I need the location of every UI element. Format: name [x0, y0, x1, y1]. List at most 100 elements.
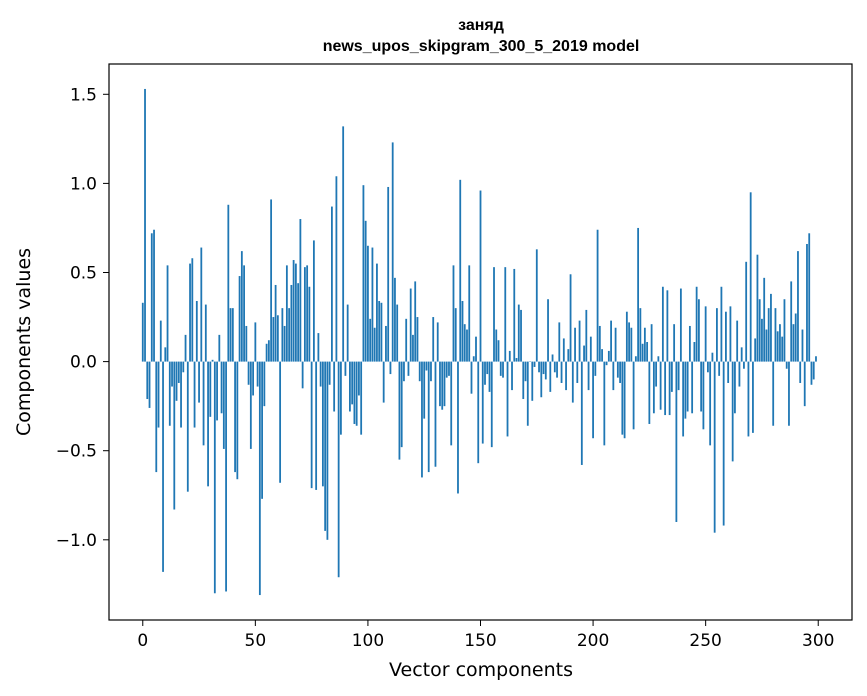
bar-275 — [761, 318, 763, 362]
bar-169 — [522, 361, 525, 400]
bar-298 — [812, 361, 815, 380]
bar-95 — [355, 361, 358, 426]
bar-11 — [166, 265, 169, 362]
bar-131 — [436, 322, 439, 362]
bar-256 — [718, 361, 721, 376]
bar-174 — [533, 361, 536, 367]
bar-39 — [229, 308, 232, 362]
bar-72 — [303, 267, 306, 362]
bar-218 — [632, 361, 635, 430]
bar-160 — [502, 361, 504, 378]
bar-171 — [526, 361, 529, 426]
bar-134 — [443, 361, 446, 407]
bar-260 — [727, 361, 730, 383]
bar-71 — [301, 361, 304, 389]
bar-207 — [607, 350, 610, 362]
bar-35 — [220, 361, 223, 414]
bar-157 — [495, 329, 498, 362]
bar-231 — [661, 286, 664, 362]
bar-276 — [763, 277, 766, 362]
bar-19 — [184, 334, 187, 362]
bar-56 — [267, 340, 270, 362]
bar-29 — [207, 361, 209, 487]
bar-194 — [578, 320, 581, 362]
bar-130 — [434, 361, 437, 467]
bar-38 — [227, 204, 230, 362]
bar-287 — [788, 361, 790, 426]
bar-55 — [265, 343, 268, 362]
bar-25 — [198, 361, 200, 403]
bar-239 — [679, 288, 682, 362]
bar-69 — [297, 283, 300, 362]
bar-108 — [385, 325, 387, 362]
bar-84 — [331, 206, 333, 362]
bar-6 — [155, 361, 158, 473]
bar-193 — [576, 361, 579, 383]
bar-87 — [337, 361, 340, 578]
bar-278 — [767, 308, 770, 362]
bar-120 — [412, 334, 414, 362]
bar-170 — [524, 361, 527, 382]
bar-126 — [425, 361, 428, 371]
bar-145 — [468, 265, 471, 362]
bar-230 — [659, 361, 662, 410]
bar-60 — [276, 315, 279, 362]
bar-156 — [493, 267, 495, 362]
bar-279 — [770, 293, 772, 362]
bar-267 — [743, 361, 745, 369]
bar-16 — [177, 361, 180, 383]
bar-119 — [409, 288, 412, 362]
bar-102 — [371, 247, 374, 362]
y-tick-label: 1.5 — [70, 85, 97, 105]
bar-291 — [797, 251, 799, 362]
bar-244 — [691, 361, 694, 414]
x-tick-label: 0 — [137, 631, 148, 651]
bar-269 — [747, 361, 750, 437]
bar-289 — [792, 324, 795, 362]
bar-299 — [815, 356, 817, 362]
y-tick-label: 0.0 — [70, 353, 97, 373]
bar-284 — [781, 336, 784, 362]
bar-188 — [565, 361, 567, 391]
x-tick-label: 100 — [352, 631, 384, 651]
bar-237 — [675, 361, 678, 522]
bar-247 — [698, 299, 700, 362]
bar-283 — [779, 324, 781, 362]
bar-186 — [560, 361, 563, 383]
bar-274 — [758, 299, 761, 362]
bar-30 — [209, 361, 212, 417]
bar-32 — [213, 361, 216, 594]
bar-180 — [547, 299, 549, 362]
bar-245 — [693, 342, 696, 362]
bar-82 — [326, 361, 329, 540]
bar-264 — [736, 320, 739, 362]
bar-184 — [556, 361, 558, 378]
bar-63 — [283, 325, 286, 362]
bar-58 — [272, 317, 275, 362]
bar-14 — [173, 361, 176, 510]
bar-137 — [450, 361, 453, 446]
x-tick-label: 50 — [245, 631, 267, 651]
bar-168 — [520, 309, 522, 362]
bar-164 — [511, 361, 513, 391]
bar-210 — [614, 327, 617, 362]
bar-233 — [666, 290, 669, 362]
bar-192 — [574, 327, 576, 362]
bar-263 — [734, 361, 736, 414]
bar-149 — [477, 361, 480, 464]
bar-43 — [238, 276, 241, 362]
bar-86 — [335, 176, 338, 362]
bar-50 — [254, 322, 257, 362]
bar-97 — [360, 361, 363, 435]
bar-37 — [225, 361, 227, 592]
bar-201 — [594, 361, 597, 376]
bar-33 — [216, 361, 218, 421]
bar-277 — [765, 329, 768, 362]
bar-26 — [200, 247, 203, 362]
y-axis-ticks: −1.0 −0.5 0.0 0.5 1.0 1.5 — [56, 85, 109, 551]
bar-81 — [324, 361, 327, 531]
bar-167 — [517, 304, 520, 362]
bar-199 — [589, 336, 592, 362]
bar-40 — [231, 308, 234, 362]
bar-48 — [249, 361, 252, 449]
